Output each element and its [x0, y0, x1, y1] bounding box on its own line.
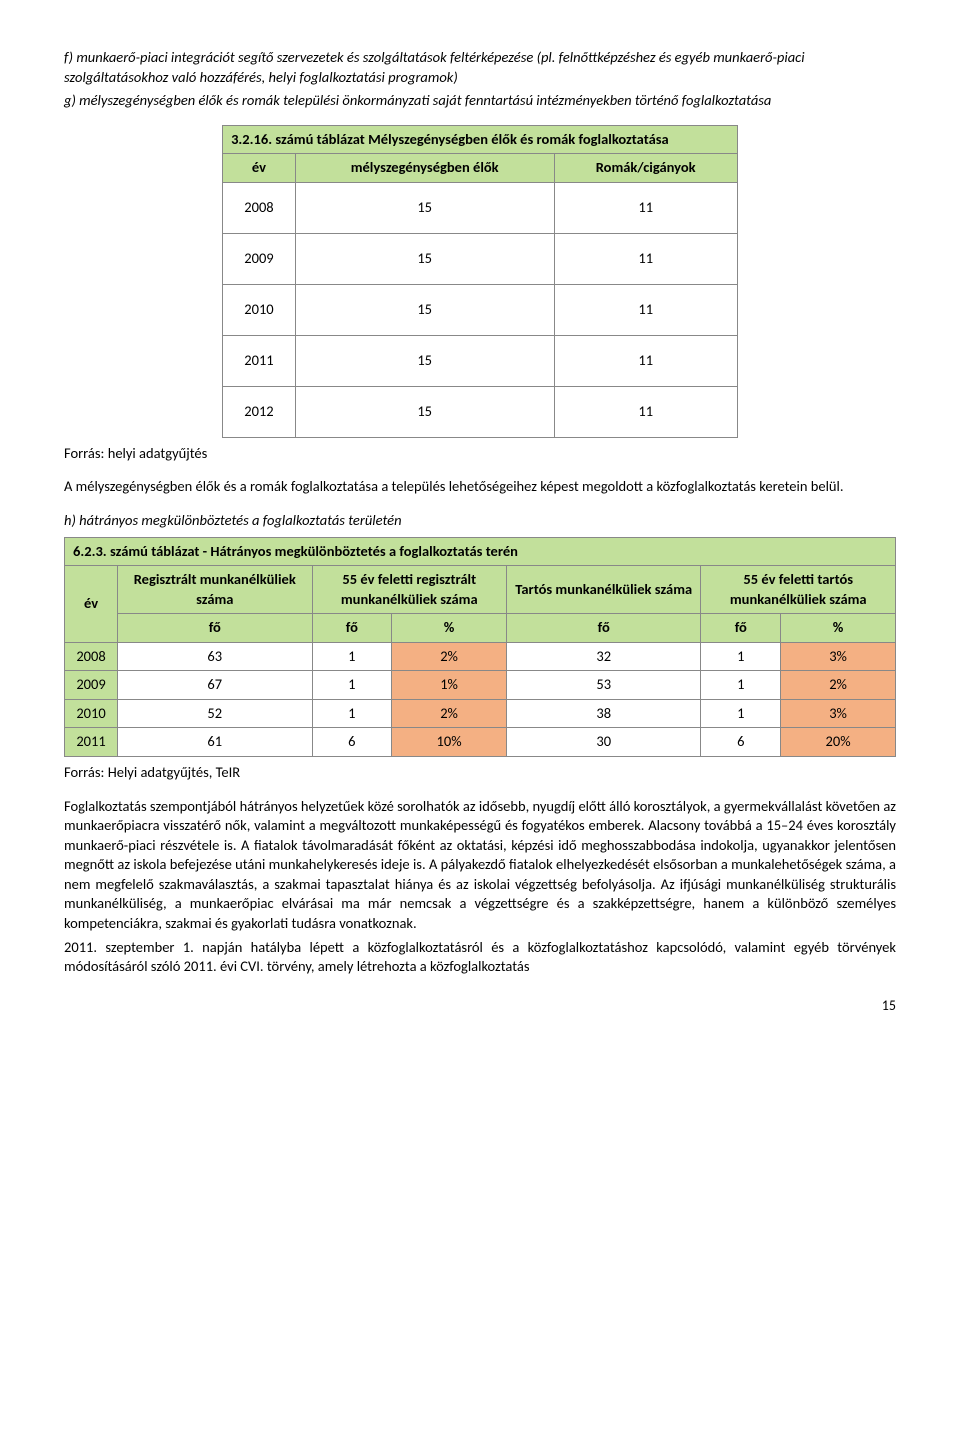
- t623-cell: 1: [701, 699, 781, 728]
- t623-cell: 1: [312, 642, 392, 671]
- para-h: h) hátrányos megkülönböztetés a foglalko…: [64, 511, 896, 531]
- t623-cell: 6: [701, 728, 781, 757]
- t623-pct: 3%: [781, 642, 896, 671]
- t623-h2: fő: [118, 614, 312, 643]
- t623-pct: 2%: [392, 642, 507, 671]
- t316-cell: 2008: [223, 182, 296, 233]
- t316-cell: 15: [295, 386, 554, 437]
- table-623: 6.2.3. számú táblázat - Hátrányos megkül…: [64, 537, 896, 758]
- t623-cell: 1: [701, 642, 781, 671]
- t623-cell: 1: [312, 699, 392, 728]
- t623-year: 2011: [65, 728, 118, 757]
- t316-cell: 11: [554, 386, 737, 437]
- t316-source: Forrás: helyi adatgyűjtés: [64, 444, 896, 464]
- t623-h-55tartos: 55 év feletti tartós munkanélküliek szám…: [701, 566, 896, 614]
- t623-h-55reg: 55 év feletti regisztrált munkanélküliek…: [312, 566, 506, 614]
- t623-pct: 2%: [781, 671, 896, 700]
- t316-cell: 11: [554, 233, 737, 284]
- t623-year: 2009: [65, 671, 118, 700]
- t623-cell: 63: [118, 642, 312, 671]
- t316-caption: 3.2.16. számú táblázat Mélyszegénységben…: [223, 125, 738, 154]
- t623-caption: 6.2.3. számú táblázat - Hátrányos megkül…: [65, 537, 896, 566]
- t623-cell: 6: [312, 728, 392, 757]
- t316-cell: 2009: [223, 233, 296, 284]
- t623-h-ev: év: [65, 566, 118, 643]
- para-g: g) mélyszegénységben élők és romák telep…: [64, 91, 896, 111]
- t623-year: 2010: [65, 699, 118, 728]
- t316-cell: 15: [295, 233, 554, 284]
- t623-cell: 32: [506, 642, 700, 671]
- t623-pct: 10%: [392, 728, 507, 757]
- t623-source: Forrás: Helyi adatgyűjtés, TeIR: [64, 763, 896, 783]
- t316-h1: mélyszegénységben élők: [295, 154, 554, 183]
- t623-cell: 1: [312, 671, 392, 700]
- t623-h2: %: [781, 614, 896, 643]
- t623-cell: 30: [506, 728, 700, 757]
- t623-cell: 52: [118, 699, 312, 728]
- t316-h0: év: [223, 154, 296, 183]
- t623-cell: 1: [701, 671, 781, 700]
- t316-cell: 11: [554, 284, 737, 335]
- tail-para: 2011. szeptember 1. napján hatályba lépe…: [64, 938, 896, 977]
- t623-h2: fő: [701, 614, 781, 643]
- t623-h2: fő: [312, 614, 392, 643]
- t316-cell: 15: [295, 335, 554, 386]
- t623-h-tartos: Tartós munkanélküliek száma: [506, 566, 700, 614]
- page-number: 15: [64, 997, 896, 1016]
- t316-cell: 2010: [223, 284, 296, 335]
- t316-cell: 11: [554, 335, 737, 386]
- t316-cell: 15: [295, 182, 554, 233]
- t623-pct: 1%: [392, 671, 507, 700]
- mid-para: A mélyszegénységben élők és a romák fogl…: [64, 477, 896, 497]
- t623-cell: 61: [118, 728, 312, 757]
- long-para: Foglalkoztatás szempontjából hátrányos h…: [64, 797, 896, 934]
- table-316: 3.2.16. számú táblázat Mélyszegénységben…: [222, 125, 738, 438]
- t623-h-reg: Regisztrált munkanélküliek száma: [118, 566, 312, 614]
- t623-cell: 53: [506, 671, 700, 700]
- t316-cell: 2011: [223, 335, 296, 386]
- t623-h2: %: [392, 614, 507, 643]
- t623-pct: 2%: [392, 699, 507, 728]
- t623-pct: 20%: [781, 728, 896, 757]
- para-f: f) munkaerő-piaci integrációt segítő sze…: [64, 48, 896, 87]
- t316-cell: 11: [554, 182, 737, 233]
- t623-h2: fő: [506, 614, 700, 643]
- t623-year: 2008: [65, 642, 118, 671]
- t316-cell: 2012: [223, 386, 296, 437]
- t316-h2: Romák/cigányok: [554, 154, 737, 183]
- t623-cell: 67: [118, 671, 312, 700]
- t316-cell: 15: [295, 284, 554, 335]
- t623-pct: 3%: [781, 699, 896, 728]
- t623-cell: 38: [506, 699, 700, 728]
